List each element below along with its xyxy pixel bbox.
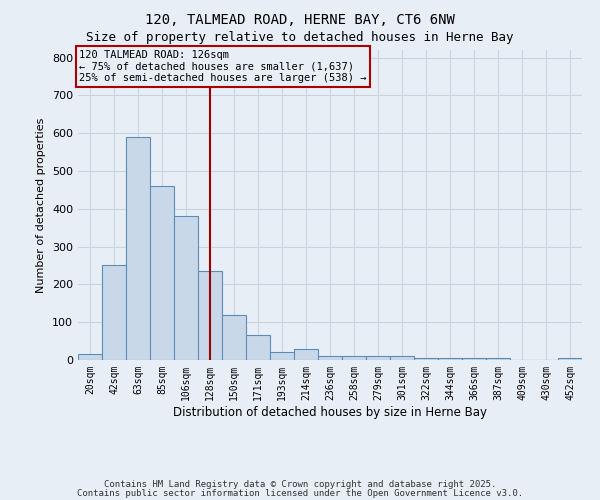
X-axis label: Distribution of detached houses by size in Herne Bay: Distribution of detached houses by size … [173, 406, 487, 418]
Bar [487, 358, 509, 360]
Text: 120 TALMEAD ROAD: 126sqm
← 75% of detached houses are smaller (1,637)
25% of sem: 120 TALMEAD ROAD: 126sqm ← 75% of detach… [79, 50, 367, 83]
Bar [79, 354, 101, 360]
Bar [247, 336, 269, 360]
Bar [463, 358, 485, 360]
Text: 120, TALMEAD ROAD, HERNE BAY, CT6 6NW: 120, TALMEAD ROAD, HERNE BAY, CT6 6NW [145, 12, 455, 26]
Bar [391, 356, 413, 360]
Bar [223, 314, 245, 360]
Bar [271, 352, 293, 360]
Bar [199, 271, 221, 360]
Bar [127, 137, 149, 360]
Bar [439, 358, 461, 360]
Bar [175, 216, 197, 360]
Bar [415, 358, 437, 360]
Bar [103, 266, 125, 360]
Y-axis label: Number of detached properties: Number of detached properties [37, 118, 46, 292]
Bar [367, 356, 389, 360]
Bar [295, 348, 317, 360]
Bar [559, 358, 581, 360]
Bar [319, 356, 341, 360]
Bar [343, 356, 365, 360]
Text: Size of property relative to detached houses in Herne Bay: Size of property relative to detached ho… [86, 31, 514, 44]
Text: Contains HM Land Registry data © Crown copyright and database right 2025.: Contains HM Land Registry data © Crown c… [104, 480, 496, 489]
Text: Contains public sector information licensed under the Open Government Licence v3: Contains public sector information licen… [77, 488, 523, 498]
Bar [151, 186, 173, 360]
